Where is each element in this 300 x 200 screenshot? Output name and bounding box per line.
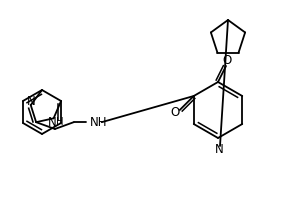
- Text: N: N: [27, 95, 36, 108]
- Text: NH: NH: [90, 116, 107, 129]
- Text: N: N: [48, 116, 57, 129]
- Text: O: O: [222, 54, 232, 68]
- Text: O: O: [170, 106, 179, 119]
- Text: H: H: [56, 117, 63, 127]
- Text: N: N: [214, 143, 224, 156]
